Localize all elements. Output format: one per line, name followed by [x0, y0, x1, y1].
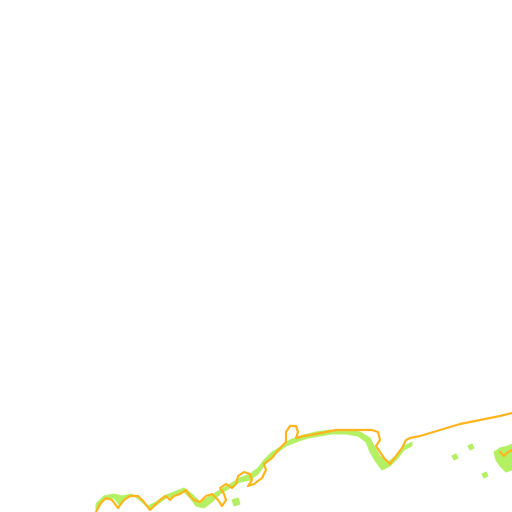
boundary-line[interactable] [94, 411, 512, 512]
vegetation-speck-4 [481, 471, 489, 479]
boundary-layer [94, 411, 512, 512]
vegetation-layer [95, 429, 512, 512]
boundary-line-east-inlet[interactable] [498, 448, 512, 458]
vegetation-speck-1 [467, 443, 475, 451]
vegetation-patch-east [493, 443, 512, 473]
vegetation-patch-main [95, 429, 413, 512]
vegetation-speck-2 [451, 453, 459, 461]
vegetation-speck-3 [231, 497, 241, 507]
